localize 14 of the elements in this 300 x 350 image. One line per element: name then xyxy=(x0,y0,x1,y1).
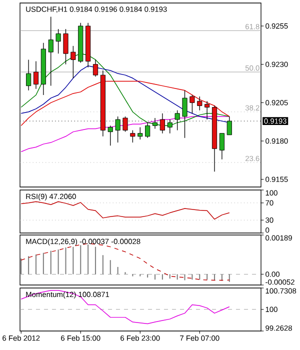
candlestick xyxy=(56,28,61,54)
candlestick xyxy=(219,132,224,160)
candlestick xyxy=(145,122,150,138)
candlestick xyxy=(190,94,195,114)
candlestick xyxy=(92,59,98,77)
candlestick xyxy=(63,28,68,65)
candlestick xyxy=(197,96,202,111)
candlestick xyxy=(138,126,143,140)
candlestick xyxy=(108,125,113,146)
candlestick xyxy=(130,130,136,143)
candlestick xyxy=(26,59,32,91)
candlestick xyxy=(33,60,39,90)
candlestick xyxy=(70,46,76,78)
candlestick xyxy=(48,16,54,86)
